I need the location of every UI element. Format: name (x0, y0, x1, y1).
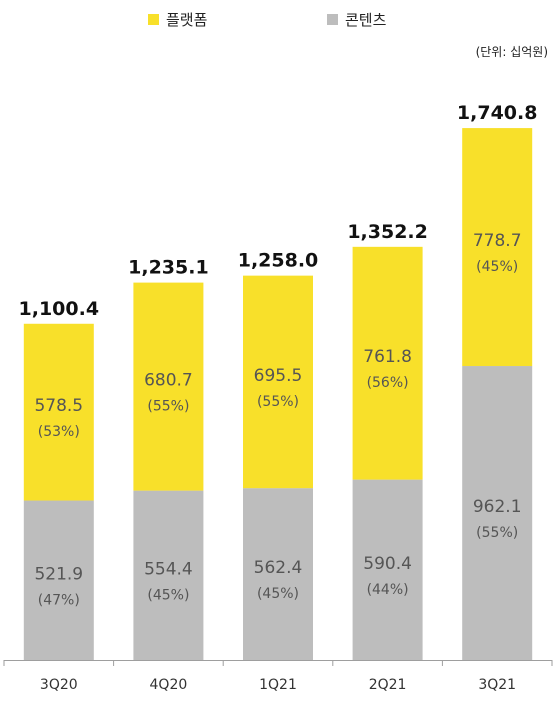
share-label-content-3Q21: (55%) (476, 525, 518, 541)
value-label-content-4Q20: 554.4 (144, 559, 193, 579)
legend-swatch-platform (148, 14, 159, 25)
legend-swatch-content (327, 14, 338, 25)
bar-content-1Q21 (243, 488, 313, 660)
unit-note: (단위: 십억원) (476, 45, 548, 59)
legend-label-platform: 플랫폼 (166, 11, 207, 29)
total-label-4Q20: 1,235.1 (128, 257, 209, 279)
bar-content-4Q20 (133, 490, 204, 660)
share-label-platform-2Q21: (56%) (367, 375, 409, 391)
value-label-platform-4Q20: 680.7 (144, 371, 193, 391)
value-label-platform-3Q21: 778.7 (473, 231, 522, 251)
bar-content-3Q21 (462, 366, 533, 660)
bar-platform-4Q20 (133, 282, 204, 491)
total-label-1Q21: 1,258.0 (238, 250, 319, 272)
legend: 플랫폼 콘텐츠 (148, 11, 387, 29)
x-axis: 3Q20 4Q20 1Q21 2Q21 3Q21 (3, 660, 553, 693)
total-label-2Q21: 1,352.2 (347, 221, 428, 243)
share-label-platform-4Q20: (55%) (147, 399, 189, 415)
bar-content-3Q20 (23, 500, 94, 660)
value-label-content-2Q21: 590.4 (363, 554, 412, 574)
bar-platform-3Q21 (462, 128, 533, 367)
value-label-content-3Q21: 962.1 (473, 497, 522, 517)
total-label-3Q21: 1,740.8 (457, 102, 538, 124)
share-label-platform-3Q20: (53%) (38, 424, 80, 440)
value-label-platform-1Q21: 695.5 (254, 366, 303, 386)
value-label-content-3Q20: 521.9 (34, 564, 83, 584)
x-tick-label-1Q21: 1Q21 (259, 677, 297, 693)
share-label-platform-1Q21: (55%) (257, 394, 299, 410)
total-label-3Q20: 1,100.4 (19, 298, 100, 320)
bar-content-2Q21 (352, 479, 423, 660)
bar-platform-1Q21 (243, 275, 313, 489)
value-label-platform-3Q20: 578.5 (34, 396, 83, 416)
x-tick-label-3Q20: 3Q20 (40, 677, 78, 693)
value-label-platform-2Q21: 761.8 (363, 347, 412, 367)
x-tick-label-2Q21: 2Q21 (369, 677, 407, 693)
x-tick-label-4Q20: 4Q20 (150, 677, 188, 693)
bar-platform-3Q20 (23, 323, 94, 501)
bars-group: 521.9 (47%) 578.5 (53%) 1,100.4 554.4 (45%) 680… (19, 102, 538, 660)
legend-label-content: 콘텐츠 (345, 11, 387, 29)
x-tick-label-3Q21: 3Q21 (478, 677, 516, 693)
bar-platform-2Q21 (352, 246, 423, 480)
share-label-content-1Q21: (45%) (257, 586, 299, 602)
share-label-content-3Q20: (47%) (38, 592, 80, 608)
share-label-content-4Q20: (45%) (147, 587, 189, 603)
share-label-platform-3Q21: (45%) (476, 259, 518, 275)
share-label-content-2Q21: (44%) (367, 582, 409, 598)
value-label-content-1Q21: 562.4 (254, 558, 303, 578)
